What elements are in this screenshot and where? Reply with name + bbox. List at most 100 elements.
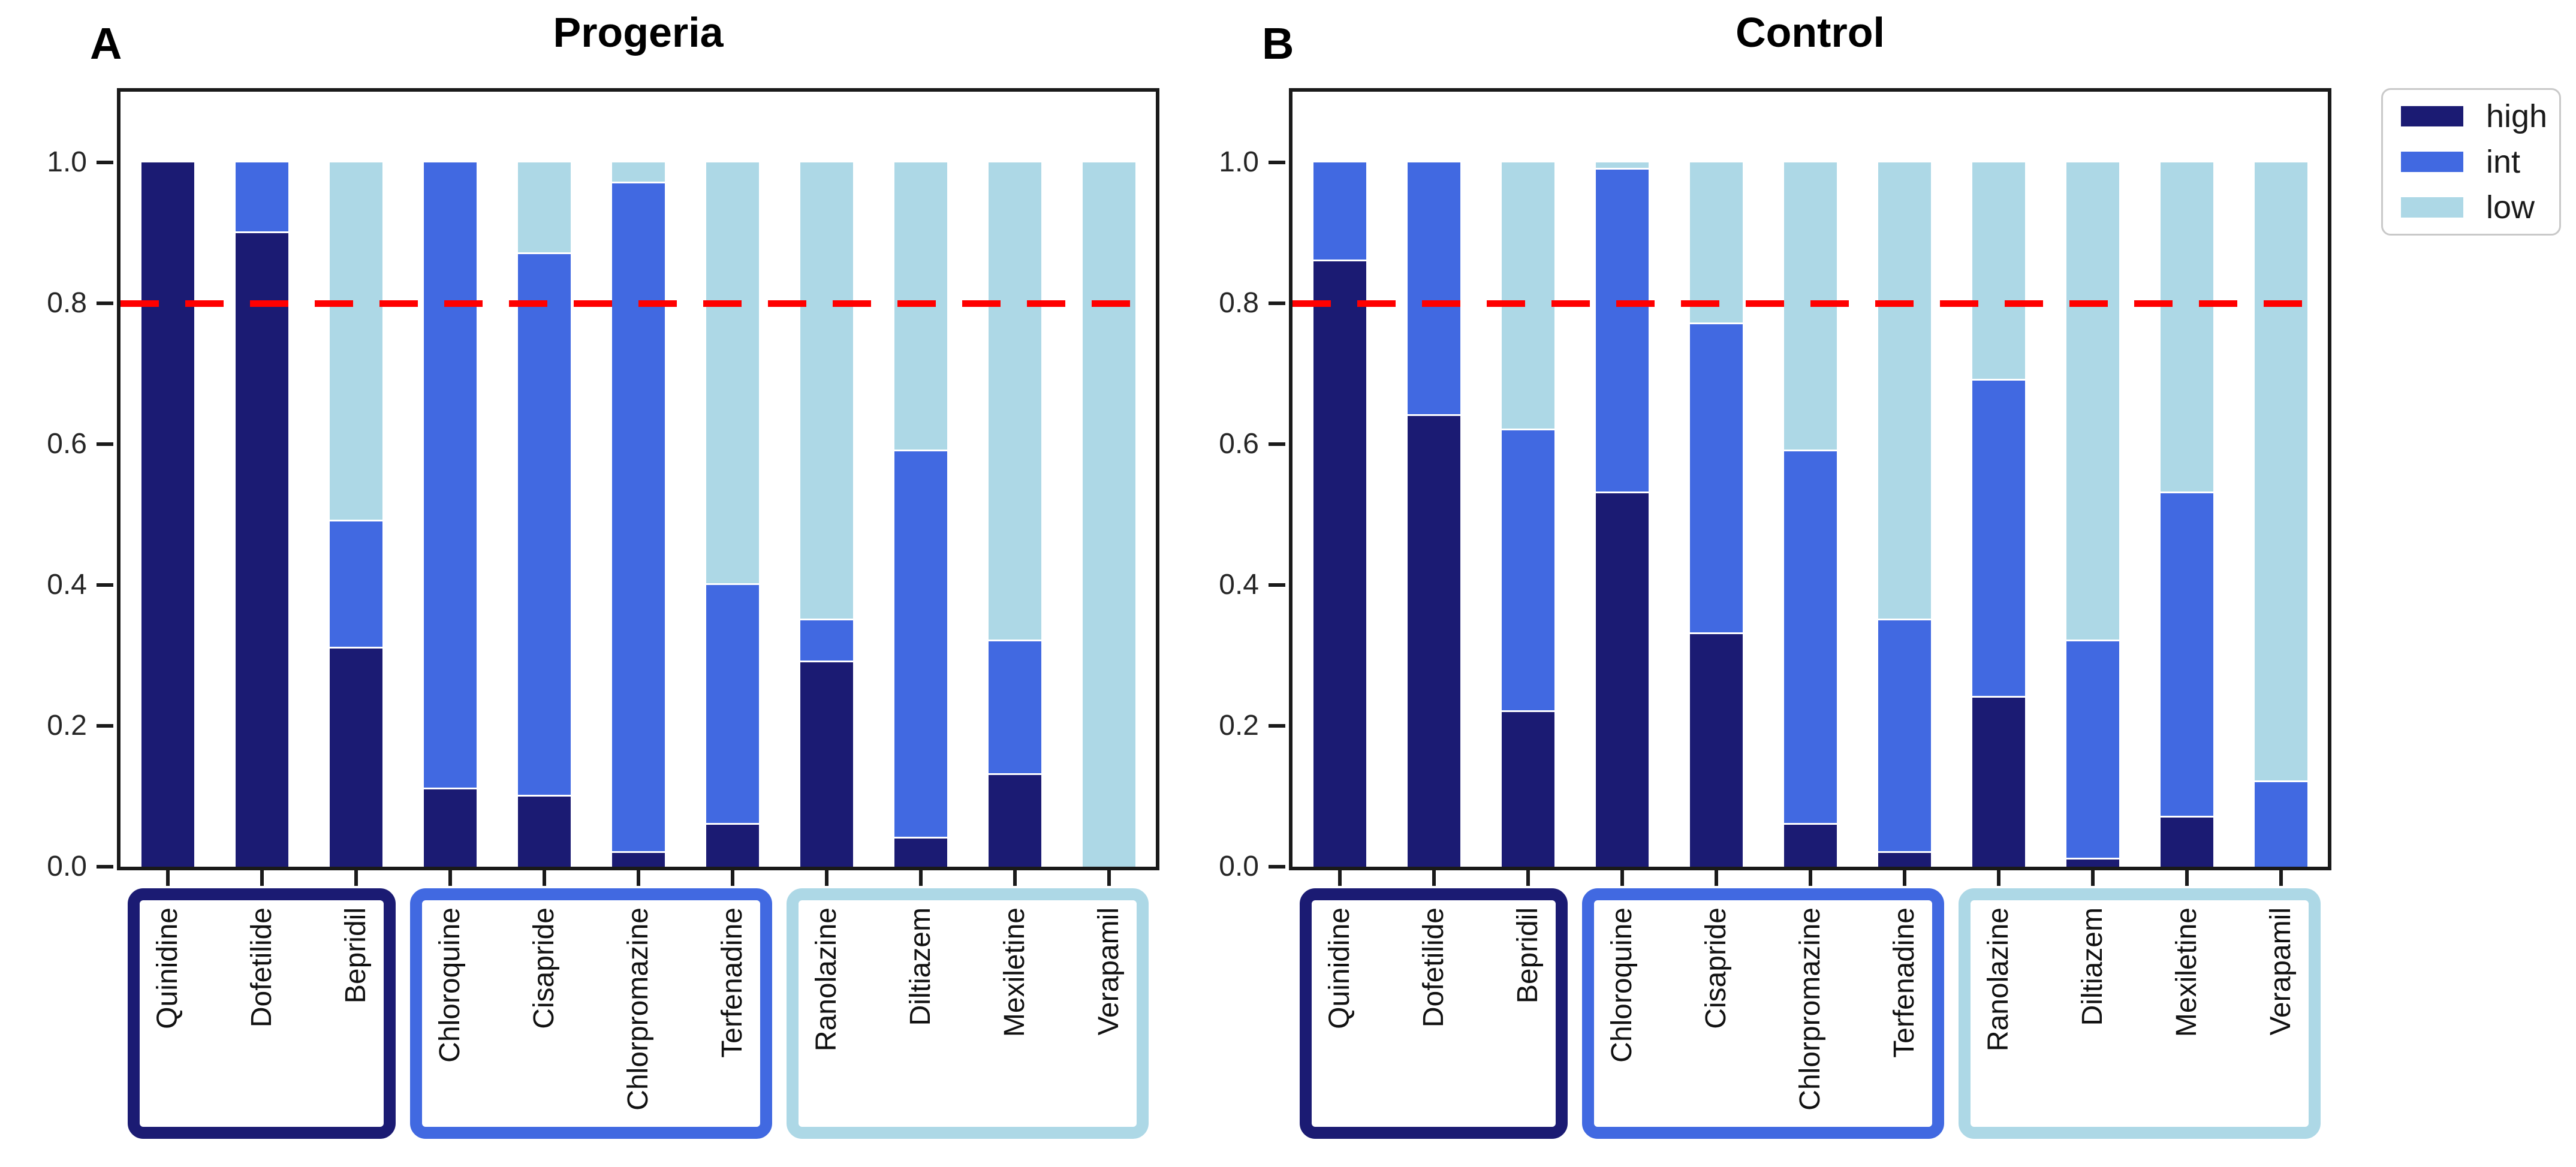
bar-verapamil (2254, 162, 2307, 867)
bar-segment-high-quinidine (1313, 261, 1366, 867)
bar-segment-int-diltiazem (894, 451, 947, 839)
y-tick-label: 0.0 (47, 851, 87, 882)
y-tick (97, 724, 113, 728)
legend-label-int: int (2486, 144, 2521, 180)
bar-segment-high-bepridil (329, 648, 382, 867)
x-tick-label-ranolazine: Ranolazine (1982, 907, 2014, 1052)
y-tick (97, 442, 113, 446)
x-tick-label-mexiletine: Mexiletine (998, 907, 1031, 1038)
y-tick-label: 0.2 (47, 710, 87, 741)
x-tick-label-terfenadine: Terfenadine (716, 907, 748, 1058)
bar-segment-high-mexiletine (988, 775, 1041, 867)
legend-item-low: low (2401, 189, 2541, 226)
bar-segment-int-dofetilide (235, 162, 288, 233)
y-tick-label: 1.0 (1219, 146, 1259, 178)
panel-title-progeria: Progeria (553, 9, 724, 56)
x-tick-label-dofetilide: Dofetilide (1417, 907, 1450, 1028)
x-tick (636, 870, 640, 886)
x-tick-label-quinidine: Quinidine (1323, 907, 1355, 1029)
x-tick (1432, 870, 1436, 886)
x-tick (1714, 870, 1718, 886)
x-tick (260, 870, 264, 886)
bar-segment-high-quinidine (141, 162, 194, 867)
bar-segment-low-cisapride (1689, 162, 1743, 325)
x-tick-label-mexiletine: Mexiletine (2170, 907, 2203, 1038)
panel-control: B Control 0.0 0.2 0.4 0.6 0.8 1.0 Quinidine Dof… (1219, 0, 2331, 1167)
bar-segment-int-mexiletine (988, 641, 1041, 776)
bar-segment-high-terfenadine (706, 824, 759, 867)
bar-quinidine (1313, 162, 1366, 867)
x-tick-label-terfenadine: Terfenadine (1888, 907, 1920, 1058)
group-box-low-risk-drugs (1959, 888, 2321, 1139)
bar-chlorpromazine (1783, 162, 1837, 867)
bar-ranolazine (1972, 162, 2025, 867)
x-tick (918, 870, 923, 886)
x-tick (165, 870, 170, 886)
bar-chloroquine (423, 162, 477, 867)
bar-segment-low-terfenadine (706, 162, 759, 585)
bar-mexiletine (2160, 162, 2213, 867)
threshold-line (120, 300, 1156, 307)
bar-segment-high-ranolazine (800, 662, 853, 867)
bar-segment-int-diltiazem (2066, 641, 2119, 860)
bar-segment-int-chlorpromazine (1783, 451, 1837, 825)
x-tick-label-cisapride: Cisapride (1700, 907, 1732, 1029)
bar-terfenadine (1878, 162, 1931, 867)
y-tick (97, 301, 113, 305)
x-tick (1620, 870, 1624, 886)
group-box-high-risk-drugs (128, 888, 396, 1139)
bar-cisapride (517, 162, 571, 867)
x-tick (2279, 870, 2283, 886)
x-tick (1902, 870, 1906, 886)
bar-segment-high-cisapride (1689, 634, 1743, 867)
bar-mexiletine (988, 162, 1041, 867)
x-tick (1808, 870, 1812, 886)
y-tick (1269, 442, 1285, 446)
bar-segment-low-verapamil (1082, 162, 1135, 867)
bar-segment-high-dofetilide (235, 233, 288, 867)
panel-progeria: A Progeria 0.0 0.2 0.4 0.6 0.8 1.0 Quinidine Do… (47, 0, 1159, 1167)
bar-segment-high-mexiletine (2160, 817, 2213, 867)
bar-segment-low-mexiletine (2160, 162, 2213, 494)
bar-chlorpromazine (611, 162, 665, 867)
plot-area-control (1289, 88, 2331, 870)
bar-segment-high-chlorpromazine (1783, 824, 1837, 867)
bar-segment-int-chloroquine (423, 162, 477, 789)
bar-segment-low-ranolazine (800, 162, 853, 620)
x-tick (1526, 870, 1530, 886)
bar-segment-int-cisapride (517, 254, 571, 797)
bar-chloroquine (1595, 162, 1649, 867)
bar-segment-low-cisapride (517, 162, 571, 254)
legend-label-low: low (2486, 189, 2535, 225)
group-box-int-risk-drugs (410, 888, 772, 1139)
x-tick-label-chloroquine: Chloroquine (1605, 907, 1638, 1063)
x-tick (542, 870, 546, 886)
y-tick (1269, 301, 1285, 305)
bar-dofetilide (235, 162, 288, 867)
bar-segment-int-verapamil (2254, 782, 2307, 867)
x-tick (2185, 870, 2189, 886)
bar-ranolazine (800, 162, 853, 867)
legend-swatch-high-icon (2401, 106, 2463, 126)
y-tick (1269, 865, 1285, 869)
x-tick (1107, 870, 1111, 886)
x-tick (448, 870, 452, 886)
y-tick-label: 1.0 (47, 146, 87, 178)
panel-letter-b: B (1262, 19, 1294, 68)
bar-segment-int-quinidine (1313, 162, 1366, 261)
x-tick (1996, 870, 2000, 886)
bar-bepridil (1501, 162, 1554, 867)
bar-segment-int-cisapride (1689, 324, 1743, 635)
bar-segment-high-chlorpromazine (611, 852, 665, 867)
bar-diltiazem (894, 162, 947, 867)
bar-cisapride (1689, 162, 1743, 867)
legend-item-high: high (2401, 98, 2547, 135)
x-tick (730, 870, 734, 886)
x-tick (2090, 870, 2095, 886)
legend-swatch-low-icon (2401, 197, 2463, 218)
bar-segment-high-chloroquine (423, 789, 477, 867)
panel-title-control: Control (1736, 9, 1885, 56)
x-tick-label-chlorpromazine: Chlorpromazine (622, 907, 654, 1111)
bar-segment-high-dofetilide (1407, 416, 1460, 867)
plot-area-progeria (117, 88, 1159, 870)
